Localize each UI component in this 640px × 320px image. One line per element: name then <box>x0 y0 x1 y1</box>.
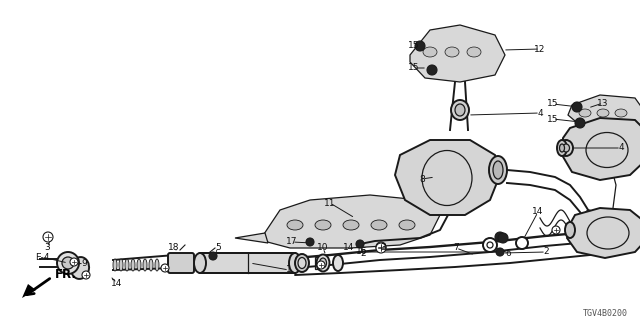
Ellipse shape <box>371 220 387 230</box>
Ellipse shape <box>451 100 469 120</box>
Circle shape <box>575 118 585 128</box>
Circle shape <box>317 261 325 269</box>
Text: 14: 14 <box>343 243 355 252</box>
Ellipse shape <box>137 259 141 271</box>
Ellipse shape <box>333 255 343 271</box>
Text: 2: 2 <box>360 250 366 259</box>
Ellipse shape <box>597 109 609 117</box>
Polygon shape <box>260 195 440 248</box>
Circle shape <box>483 238 497 252</box>
Circle shape <box>427 65 437 75</box>
Ellipse shape <box>455 104 465 116</box>
Circle shape <box>498 233 508 243</box>
Ellipse shape <box>131 259 135 271</box>
Text: 11: 11 <box>324 198 336 207</box>
FancyBboxPatch shape <box>168 253 194 273</box>
Ellipse shape <box>317 254 330 271</box>
Text: 3: 3 <box>44 243 50 252</box>
Ellipse shape <box>423 47 437 57</box>
Circle shape <box>209 252 217 260</box>
Circle shape <box>516 237 528 249</box>
Circle shape <box>82 271 90 279</box>
Circle shape <box>415 41 425 51</box>
Ellipse shape <box>315 220 331 230</box>
Circle shape <box>57 252 79 274</box>
Ellipse shape <box>194 253 206 273</box>
Ellipse shape <box>579 109 591 117</box>
Circle shape <box>376 243 386 253</box>
Circle shape <box>496 248 504 256</box>
Circle shape <box>161 264 169 272</box>
Ellipse shape <box>155 259 159 271</box>
Text: 12: 12 <box>534 44 546 53</box>
Ellipse shape <box>493 161 503 179</box>
Ellipse shape <box>557 140 567 156</box>
Circle shape <box>552 226 560 234</box>
Text: 3: 3 <box>380 243 386 252</box>
Ellipse shape <box>319 258 326 268</box>
Ellipse shape <box>295 254 309 272</box>
Polygon shape <box>22 284 36 298</box>
Ellipse shape <box>559 140 573 156</box>
Ellipse shape <box>149 259 153 271</box>
Polygon shape <box>410 25 505 82</box>
Text: 15: 15 <box>408 63 420 73</box>
Text: 15: 15 <box>547 100 559 108</box>
Text: 4: 4 <box>537 108 543 117</box>
Ellipse shape <box>298 258 306 268</box>
Text: 14: 14 <box>532 207 544 217</box>
Text: TGV4B0200: TGV4B0200 <box>582 308 627 317</box>
Ellipse shape <box>467 47 481 57</box>
Text: 8: 8 <box>419 174 425 183</box>
Text: 5: 5 <box>215 244 221 252</box>
Text: 14: 14 <box>111 278 123 287</box>
Text: 4: 4 <box>618 143 624 153</box>
Ellipse shape <box>565 222 575 238</box>
Text: 17: 17 <box>286 237 298 246</box>
Bar <box>315 257 327 269</box>
Circle shape <box>70 258 78 266</box>
Ellipse shape <box>343 220 359 230</box>
Ellipse shape <box>125 259 129 271</box>
Text: 16: 16 <box>356 247 368 257</box>
Circle shape <box>572 102 582 112</box>
Text: 1: 1 <box>286 266 292 275</box>
Ellipse shape <box>119 259 123 271</box>
Ellipse shape <box>287 220 303 230</box>
Polygon shape <box>395 140 500 215</box>
Polygon shape <box>562 118 640 180</box>
Bar <box>200 253 295 273</box>
Text: 9: 9 <box>81 260 87 268</box>
Circle shape <box>376 242 386 252</box>
Text: 13: 13 <box>597 99 609 108</box>
Ellipse shape <box>113 259 117 271</box>
Text: 15: 15 <box>408 42 420 51</box>
Text: 15: 15 <box>547 115 559 124</box>
Polygon shape <box>235 233 268 243</box>
Text: 7: 7 <box>453 244 459 252</box>
Ellipse shape <box>559 144 564 152</box>
Circle shape <box>356 240 364 248</box>
Ellipse shape <box>399 220 415 230</box>
Polygon shape <box>568 95 640 130</box>
Text: 2: 2 <box>543 247 549 257</box>
Text: FR.: FR. <box>55 268 77 282</box>
Ellipse shape <box>445 47 459 57</box>
Circle shape <box>495 232 505 242</box>
Text: 6: 6 <box>505 249 511 258</box>
Text: 10: 10 <box>317 244 329 252</box>
Circle shape <box>306 238 314 246</box>
Ellipse shape <box>563 144 570 152</box>
Text: E-4: E-4 <box>35 252 49 261</box>
Ellipse shape <box>289 253 301 273</box>
Circle shape <box>62 257 74 269</box>
Ellipse shape <box>615 109 627 117</box>
Ellipse shape <box>71 257 89 279</box>
Text: 18: 18 <box>168 244 180 252</box>
Polygon shape <box>567 208 640 258</box>
Ellipse shape <box>143 259 147 271</box>
Circle shape <box>43 232 53 242</box>
Ellipse shape <box>489 156 507 184</box>
